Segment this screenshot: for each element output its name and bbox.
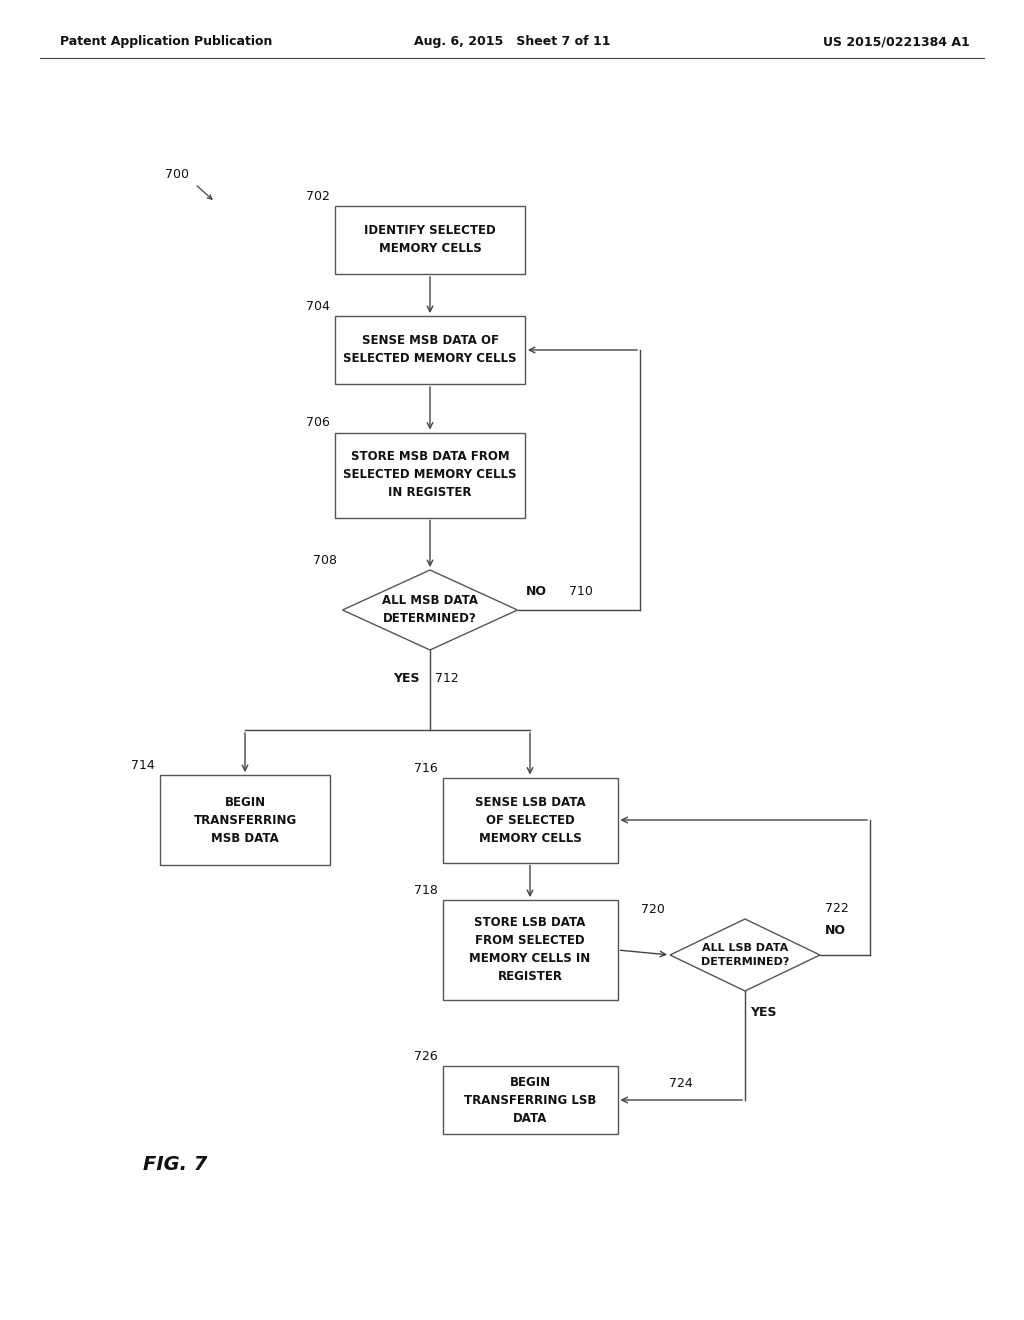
Text: 716: 716 — [414, 762, 437, 775]
Text: ALL LSB DATA
DETERMINED?: ALL LSB DATA DETERMINED? — [700, 942, 790, 968]
Text: BEGIN
TRANSFERRING
MSB DATA: BEGIN TRANSFERRING MSB DATA — [194, 796, 297, 845]
Text: 726: 726 — [414, 1049, 437, 1063]
Text: 714: 714 — [131, 759, 155, 772]
Polygon shape — [342, 570, 517, 649]
Text: 700: 700 — [165, 169, 189, 181]
Text: US 2015/0221384 A1: US 2015/0221384 A1 — [823, 36, 970, 49]
Polygon shape — [670, 919, 820, 991]
Text: 706: 706 — [306, 417, 330, 429]
Text: STORE LSB DATA
FROM SELECTED
MEMORY CELLS IN
REGISTER: STORE LSB DATA FROM SELECTED MEMORY CELL… — [469, 916, 591, 983]
Text: IDENTIFY SELECTED
MEMORY CELLS: IDENTIFY SELECTED MEMORY CELLS — [365, 224, 496, 256]
Text: FIG. 7: FIG. 7 — [142, 1155, 207, 1175]
Text: YES: YES — [750, 1006, 776, 1019]
Text: Patent Application Publication: Patent Application Publication — [60, 36, 272, 49]
Bar — [335, 433, 525, 517]
Text: 712: 712 — [435, 672, 459, 685]
Text: Aug. 6, 2015   Sheet 7 of 11: Aug. 6, 2015 Sheet 7 of 11 — [414, 36, 610, 49]
Bar — [442, 900, 617, 1001]
Text: 724: 724 — [670, 1077, 693, 1090]
Bar — [335, 206, 525, 275]
Text: 722: 722 — [825, 902, 849, 915]
Text: SENSE LSB DATA
OF SELECTED
MEMORY CELLS: SENSE LSB DATA OF SELECTED MEMORY CELLS — [475, 796, 586, 845]
Text: 704: 704 — [306, 300, 330, 313]
Text: 710: 710 — [569, 585, 593, 598]
Bar — [442, 1067, 617, 1134]
Text: BEGIN
TRANSFERRING LSB
DATA: BEGIN TRANSFERRING LSB DATA — [464, 1076, 596, 1125]
Text: 708: 708 — [313, 554, 338, 568]
Text: ALL MSB DATA
DETERMINED?: ALL MSB DATA DETERMINED? — [382, 594, 478, 626]
Text: NO: NO — [525, 585, 547, 598]
Text: NO: NO — [825, 924, 846, 937]
Text: 718: 718 — [414, 884, 437, 898]
Bar — [442, 777, 617, 862]
Bar — [160, 775, 330, 865]
Text: SENSE MSB DATA OF
SELECTED MEMORY CELLS: SENSE MSB DATA OF SELECTED MEMORY CELLS — [343, 334, 517, 366]
Text: STORE MSB DATA FROM
SELECTED MEMORY CELLS
IN REGISTER: STORE MSB DATA FROM SELECTED MEMORY CELL… — [343, 450, 517, 499]
Text: 720: 720 — [641, 903, 665, 916]
Bar — [335, 315, 525, 384]
Text: YES: YES — [393, 672, 420, 685]
Text: 702: 702 — [306, 190, 330, 203]
